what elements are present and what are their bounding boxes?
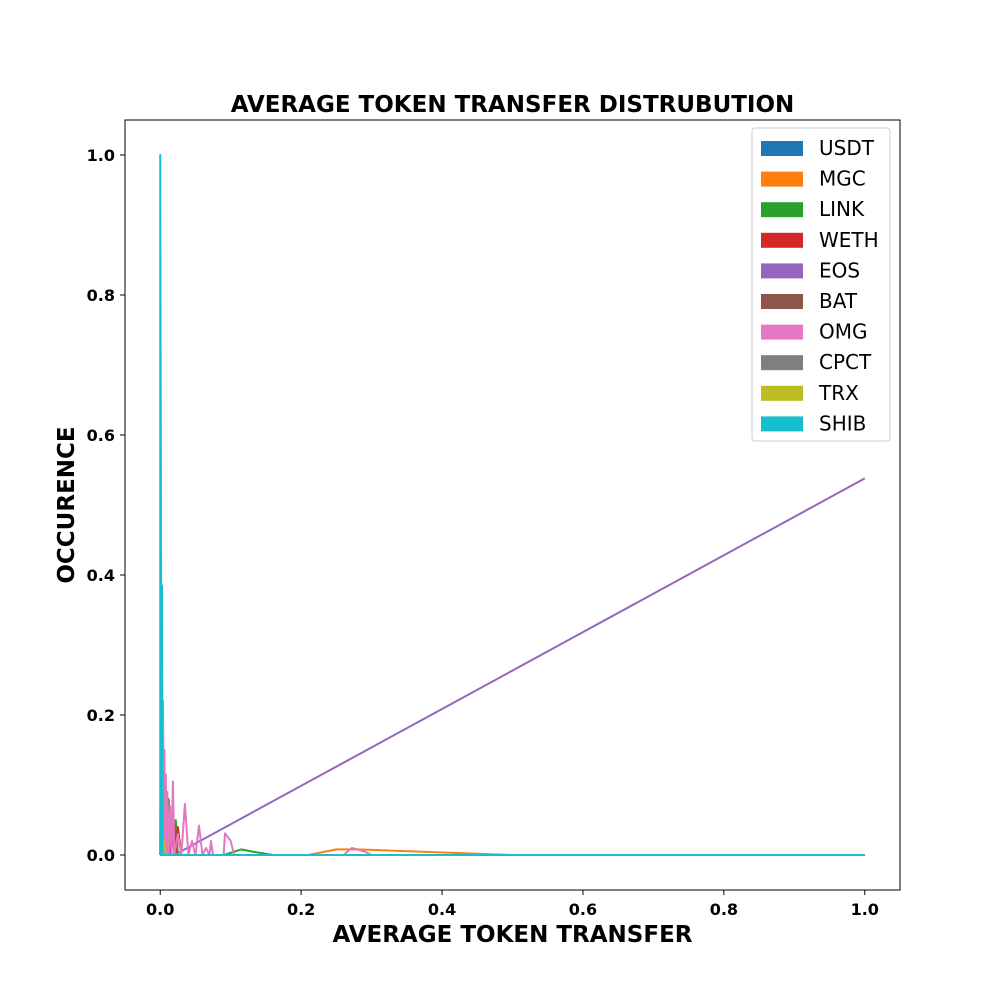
- x-tick-label: 0.0: [146, 900, 174, 919]
- legend-swatch-cpct: [761, 355, 803, 371]
- series-line-shib: [159, 154, 865, 856]
- legend-label-eos: EOS: [819, 258, 860, 282]
- series-line-omg: [161, 700, 865, 856]
- x-tick-label: 0.2: [287, 900, 315, 919]
- plot-area: [159, 154, 866, 856]
- legend-label-shib: SHIB: [819, 411, 866, 435]
- legend-swatch-usdt: [761, 141, 803, 156]
- y-tick-label: 1.0: [87, 146, 115, 165]
- y-tick-label: 0.6: [87, 426, 115, 445]
- x-axis-label: AVERAGE TOKEN TRANSFER: [332, 922, 692, 948]
- legend-label-link: LINK: [819, 197, 865, 221]
- legend-swatch-omg: [761, 324, 803, 340]
- legend-swatch-eos: [761, 263, 803, 279]
- x-tick-label: 1.0: [851, 900, 879, 919]
- legend-label-bat: BAT: [819, 289, 858, 313]
- legend-swatch-trx: [761, 385, 803, 401]
- y-tick-label: 0.0: [87, 846, 115, 865]
- chart-title: AVERAGE TOKEN TRANSFER DISTRUBUTION: [231, 92, 795, 118]
- legend: USDT MGC LINK WETH EOS BAT OMG CPCT TRX SHIB: [751, 127, 891, 442]
- series-line-eos: [173, 477, 866, 856]
- legend-label-omg: OMG: [819, 320, 868, 344]
- legend-swatch-weth: [761, 232, 803, 248]
- legend-label-usdt: USDT: [819, 136, 875, 160]
- legend-swatch-shib: [761, 416, 803, 432]
- legend-swatch-mgc: [761, 171, 803, 187]
- x-axis: 0.0 0.2 0.4 0.6 0.8 1.0: [146, 890, 879, 919]
- legend-label-mgc: MGC: [819, 167, 866, 191]
- plot-frame: [124, 119, 901, 891]
- legend-label-trx: TRX: [818, 381, 859, 405]
- y-tick-label: 0.2: [87, 706, 115, 725]
- y-axis: 0.0 0.2 0.4 0.6 0.8 1.0: [87, 146, 125, 865]
- x-tick-label: 0.8: [710, 900, 738, 919]
- y-tick-label: 0.8: [87, 286, 115, 305]
- x-tick-label: 0.4: [428, 900, 456, 919]
- x-tick-label: 0.6: [569, 900, 597, 919]
- legend-swatch-bat: [761, 294, 803, 309]
- y-axis-label: OCCURENCE: [54, 426, 80, 583]
- legend-label-cpct: CPCT: [819, 350, 872, 374]
- legend-label-weth: WETH: [819, 228, 879, 252]
- legend-swatch-link: [761, 202, 803, 218]
- y-tick-label: 0.4: [87, 566, 115, 585]
